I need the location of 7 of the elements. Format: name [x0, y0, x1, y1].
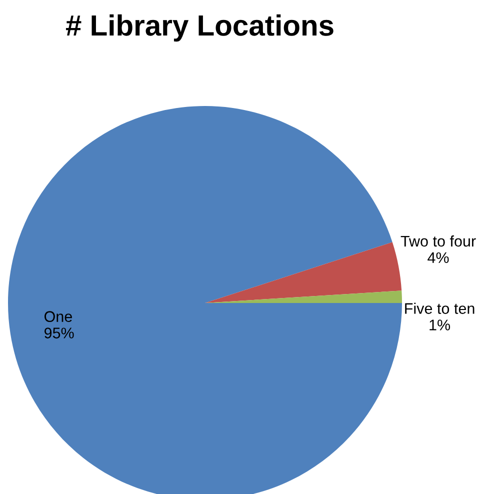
slice-label: One [44, 311, 72, 322]
slice-label: Two to four [400, 235, 476, 247]
chart-title: # Library Locations [66, 14, 334, 42]
data-label: 1% [430, 320, 450, 330]
data-label: 4% [428, 252, 449, 264]
slice-label: Five to ten [405, 302, 474, 314]
data-label: 95% [44, 328, 74, 338]
